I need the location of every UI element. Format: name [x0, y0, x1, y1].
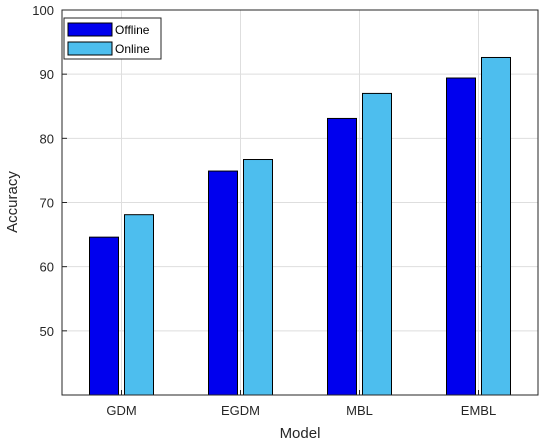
bar-online-egdm [243, 159, 273, 396]
legend-label-offline: Offline [115, 23, 150, 37]
x-tick-label: EMBL [461, 403, 496, 418]
x-tick-label: GDM [106, 403, 136, 418]
bar-offline-embl [446, 77, 476, 396]
y-tick-label: 90 [40, 67, 54, 82]
tick-labels: 50 60 70 80 90 100 GDM EGDM MBL EMBL [32, 3, 496, 418]
bars [89, 56, 511, 396]
y-tick-label: 70 [40, 196, 54, 211]
legend-label-online: Online [115, 42, 150, 56]
bar-online-embl [481, 56, 511, 396]
bar-offline-egdm [208, 170, 238, 396]
legend: Offline Online [63, 17, 162, 60]
bar-online-mbl [362, 92, 392, 396]
bar-offline-mbl [327, 117, 357, 396]
legend-swatch-online [67, 41, 113, 56]
y-tick-label: 60 [40, 260, 54, 275]
y-tick-label: 100 [32, 3, 54, 18]
bar-offline-gdm [89, 236, 119, 396]
x-tick-label: MBL [346, 403, 373, 418]
bar-online-gdm [124, 214, 154, 396]
y-axis-title: Accuracy [4, 171, 21, 233]
y-tick-label: 50 [40, 324, 54, 339]
x-axis-title: Model [280, 425, 321, 442]
x-tick-label: EGDM [221, 403, 260, 418]
y-tick-label: 80 [40, 131, 54, 146]
legend-swatch-offline [67, 22, 113, 37]
